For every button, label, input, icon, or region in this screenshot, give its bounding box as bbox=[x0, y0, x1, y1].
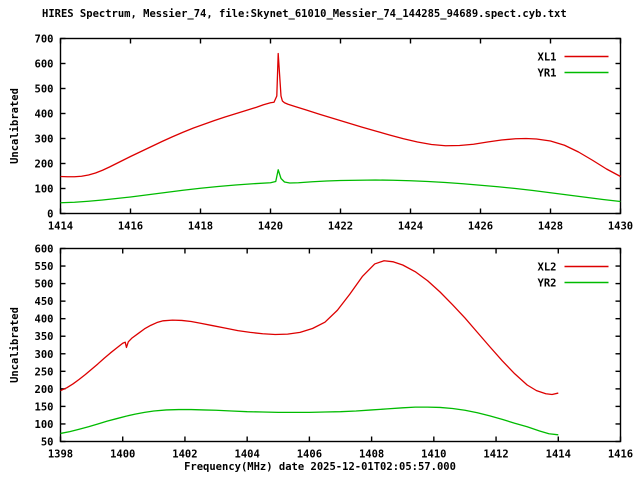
x-tick-label: 1412 bbox=[483, 449, 508, 461]
y-tick-label: 350 bbox=[35, 331, 54, 343]
y-tick-label: 600 bbox=[35, 244, 54, 256]
y-axis-label: Uncalibrated bbox=[9, 88, 21, 164]
upper-plot: 1414 1416 1418 1420 1422 1424 1426 1428 1430 0 100… bbox=[9, 34, 633, 233]
legend-label-YR1: YR1 bbox=[538, 68, 557, 80]
y-tick-label: 400 bbox=[35, 314, 54, 326]
page-title: HIRES Spectrum, Messier_74, file:Skynet_… bbox=[42, 8, 567, 20]
y-tick-label: 300 bbox=[35, 349, 54, 361]
x-tick-label: 1422 bbox=[328, 221, 353, 233]
x-tick-label: 1416 bbox=[608, 449, 633, 461]
x-tick-label: 1430 bbox=[608, 221, 633, 233]
x-tick-label: 1402 bbox=[172, 449, 197, 461]
series-line-XL1 bbox=[60, 52, 621, 178]
y-tick-label: 100 bbox=[35, 419, 54, 431]
x-tick-label: 1406 bbox=[297, 449, 322, 461]
x-tick-label: 1410 bbox=[421, 449, 446, 461]
x-tick-label: 1418 bbox=[188, 221, 213, 233]
lower-plot: 1398 1400 1402 1404 1406 1408 1410 1412 1414 1416… bbox=[9, 244, 633, 461]
upper-plot-frame bbox=[59, 37, 622, 215]
y-tick-label: 400 bbox=[35, 109, 54, 121]
x-tick-label: 1404 bbox=[235, 449, 260, 461]
x-tick-label: 1424 bbox=[398, 221, 423, 233]
x-tick-label: 1416 bbox=[118, 221, 143, 233]
y-tick-label: 550 bbox=[35, 261, 54, 273]
series-line-YR1 bbox=[60, 169, 621, 204]
x-axis-label: Frequency(MHz) date 2025-12-01T02:05:57.… bbox=[184, 461, 456, 473]
y-tick-label: 200 bbox=[35, 159, 54, 171]
series-line-XL2 bbox=[60, 260, 559, 396]
series-line-YR2 bbox=[60, 406, 559, 436]
legend-label-YR2: YR2 bbox=[538, 278, 557, 290]
y-tick-label: 100 bbox=[35, 184, 54, 196]
y-tick-label: 300 bbox=[35, 134, 54, 146]
y-tick-label: 250 bbox=[35, 366, 54, 378]
x-tick-label: 1428 bbox=[538, 221, 563, 233]
x-tick-label: 1408 bbox=[359, 449, 384, 461]
x-tick-label: 1420 bbox=[258, 221, 283, 233]
x-tick-label: 1414 bbox=[546, 449, 571, 461]
y-tick-label: 50 bbox=[41, 437, 54, 449]
y-tick-label: 500 bbox=[35, 279, 54, 291]
y-tick-label: 600 bbox=[35, 59, 54, 71]
x-tick-label: 1414 bbox=[48, 221, 73, 233]
y-tick-label: 500 bbox=[35, 84, 54, 96]
y-axis-label: Uncalibrated bbox=[9, 307, 21, 383]
x-tick-label: 1426 bbox=[468, 221, 493, 233]
x-tick-label: 1400 bbox=[110, 449, 135, 461]
legend-label-XL1: XL1 bbox=[538, 52, 557, 64]
lower-plot-frame bbox=[59, 247, 622, 443]
y-tick-label: 450 bbox=[35, 296, 54, 308]
x-tick-label: 1398 bbox=[48, 449, 73, 461]
legend-label-XL2: XL2 bbox=[538, 262, 557, 274]
y-tick-label: 150 bbox=[35, 401, 54, 413]
y-tick-label: 0 bbox=[47, 209, 53, 221]
y-tick-label: 700 bbox=[35, 34, 54, 46]
y-tick-label: 200 bbox=[35, 384, 54, 396]
